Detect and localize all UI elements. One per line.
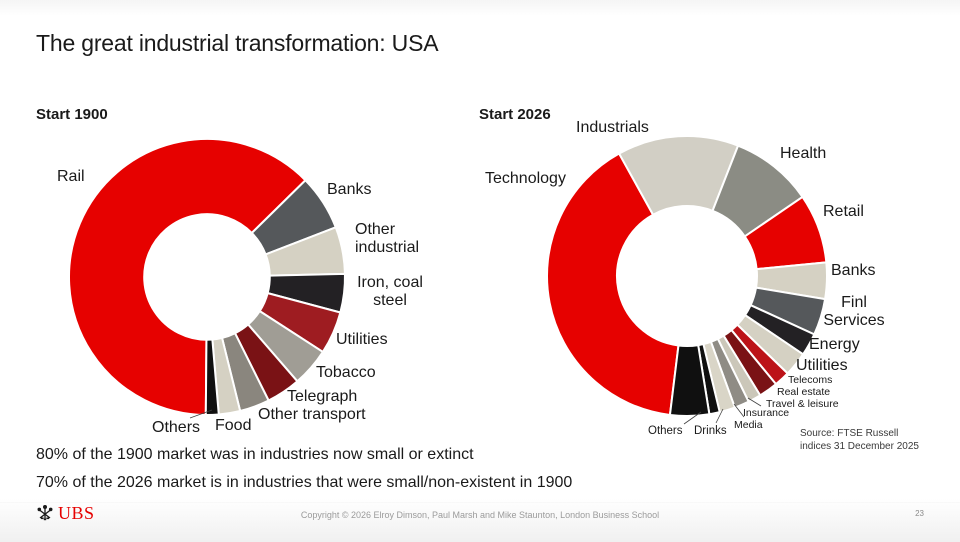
statement-2026: 70% of the 2026 market is in industries … <box>36 474 573 491</box>
page-title: The great industrial transformation: USA <box>36 30 439 56</box>
donut-chart-1900 <box>68 138 346 416</box>
label-1900-food: Food <box>215 417 252 434</box>
label-2026-technology: Technology <box>485 170 566 187</box>
donut-segment-others <box>204 338 220 416</box>
label-2026-drinks: Drinks <box>694 425 727 437</box>
label-1900-telegraph: Telegraph <box>287 388 358 405</box>
label-2026-energy: Energy <box>809 336 860 353</box>
statement-1900: 80% of the 1900 market was in industries… <box>36 446 474 463</box>
footer-band <box>0 502 960 542</box>
label-1900-other-industrial: Other industrial <box>355 221 420 256</box>
ubs-keys-icon <box>37 505 53 521</box>
ubs-wordmark: UBS <box>58 502 95 523</box>
label-2026-banks: Banks <box>831 262 876 279</box>
ubs-logo: UBS <box>36 503 95 523</box>
label-2026-telecoms: Telecoms <box>788 374 833 386</box>
label-1900-rail: Rail <box>57 168 85 185</box>
label-2026-real-estate: Real estate <box>777 386 831 398</box>
source-line-2: indices 31 December 2025 <box>800 441 919 452</box>
source-note: Source: FTSE Russell indices 31 December… <box>800 427 919 453</box>
label-1900-tobacco: Tobacco <box>316 364 376 381</box>
label-2026-finl-services: Finl Services <box>823 294 885 329</box>
chart-2026-heading: Start 2026 <box>479 106 551 123</box>
label-1900-others: Others <box>152 419 201 436</box>
label-2026-utilities: Utilities <box>796 357 848 374</box>
label-2026-retail: Retail <box>823 203 864 220</box>
donut-segment-technology <box>546 152 680 416</box>
donut-chart-2026 <box>546 135 828 417</box>
label-1900-utilities: Utilities <box>336 331 388 348</box>
label-2026-others: Others <box>648 425 683 437</box>
label-1900-iron-coal-steel: Iron, coal steel <box>357 274 423 309</box>
source-line-1: Source: FTSE Russell <box>800 428 899 439</box>
page-number: 23 <box>915 509 924 518</box>
label-2026-media: Media <box>734 419 763 431</box>
label-1900-banks: Banks <box>327 181 372 198</box>
label-1900-other-transport: Other transport <box>258 406 366 423</box>
donut-segment-rail <box>68 138 307 416</box>
chart-1900-heading: Start 1900 <box>36 106 108 123</box>
footer-copyright: Copyright © 2026 Elroy Dimson, Paul Mars… <box>300 510 660 520</box>
label-2026-industrials: Industrials <box>576 119 649 136</box>
label-2026-travel-leisure: Travel & leisure <box>766 398 839 410</box>
label-2026-health: Health <box>780 145 827 162</box>
label-2026-insurance: Insurance <box>743 407 790 419</box>
